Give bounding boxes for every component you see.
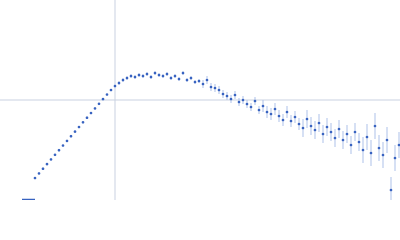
- data-point: [217, 88, 221, 92]
- data-point: [385, 138, 389, 142]
- data-point: [361, 148, 365, 152]
- data-point: [49, 158, 53, 161]
- data-point: [169, 76, 173, 80]
- data-point: [389, 188, 393, 192]
- data-point: [37, 172, 41, 175]
- data-point: [281, 118, 285, 122]
- data-point: [349, 143, 353, 147]
- data-point: [109, 88, 113, 92]
- data-point: [125, 76, 129, 80]
- data-point: [297, 122, 301, 126]
- data-point: [269, 112, 273, 116]
- data-point: [133, 75, 137, 79]
- data-point: [365, 135, 369, 139]
- data-point: [105, 93, 109, 96]
- data-point: [33, 176, 37, 180]
- data-point: [305, 117, 309, 121]
- data-point: [65, 139, 69, 143]
- data-point: [89, 111, 93, 115]
- chart: [0, 0, 400, 200]
- data-point: [397, 143, 400, 147]
- data-point: [265, 110, 269, 114]
- data-point: [85, 116, 89, 119]
- data-point: [41, 167, 45, 170]
- data-point: [261, 104, 265, 108]
- data-point: [161, 74, 165, 78]
- data-point: [253, 99, 257, 103]
- data-point: [197, 79, 201, 83]
- data-point: [221, 92, 225, 96]
- data-point: [249, 105, 253, 109]
- data-point: [141, 74, 145, 78]
- data-point: [357, 140, 361, 144]
- data-point: [149, 75, 153, 79]
- data-point: [285, 110, 289, 114]
- data-point: [181, 71, 185, 75]
- data-point: [69, 134, 73, 138]
- data-point: [373, 124, 377, 128]
- data-point: [329, 130, 333, 134]
- data-point: [341, 138, 345, 142]
- data-point: [277, 114, 281, 118]
- data-point: [209, 85, 213, 89]
- data-point: [165, 72, 169, 76]
- data-point: [273, 107, 277, 111]
- data-point: [157, 73, 161, 77]
- data-point: [81, 121, 85, 124]
- data-point: [113, 84, 117, 88]
- data-point: [301, 126, 305, 130]
- data-point: [45, 162, 49, 166]
- data-point: [201, 82, 205, 86]
- data-point: [137, 73, 141, 77]
- data-point: [257, 108, 261, 112]
- data-point: [381, 153, 385, 157]
- data-point: [245, 102, 249, 106]
- page: (() => { const data = JSON.parse(documen…: [0, 0, 400, 200]
- data-point: [233, 93, 237, 97]
- data-point: [337, 127, 341, 131]
- data-point: [153, 71, 157, 75]
- data-point: [241, 98, 245, 102]
- data-point: [177, 77, 181, 81]
- data-point: [173, 74, 177, 78]
- data-point: [117, 81, 121, 85]
- data-point: [317, 121, 321, 125]
- data-point: [225, 94, 229, 98]
- data-point: [205, 78, 209, 82]
- data-point: [353, 130, 357, 134]
- data-point: [193, 80, 197, 84]
- data-point: [57, 148, 61, 152]
- data-point: [121, 78, 125, 82]
- data-point: [229, 97, 233, 101]
- data-point: [377, 146, 381, 150]
- data-point: [393, 156, 397, 160]
- data-point: [93, 107, 97, 110]
- data-point: [237, 100, 241, 104]
- data-point: [369, 151, 373, 155]
- data-point: [309, 124, 313, 128]
- data-point: [213, 86, 217, 90]
- data-point: [321, 132, 325, 136]
- data-point: [333, 136, 337, 140]
- data-point: [73, 130, 77, 133]
- data-point: [77, 125, 81, 129]
- data-point: [145, 72, 149, 76]
- data-point: [185, 78, 189, 82]
- data-point: [97, 102, 101, 106]
- data-point: [289, 119, 293, 123]
- data-point: [189, 76, 193, 80]
- data-point: [61, 144, 65, 147]
- data-point: [345, 132, 349, 136]
- data-point: [53, 153, 57, 157]
- data-point: [313, 128, 317, 132]
- data-point: [129, 74, 133, 78]
- data-point: [101, 97, 105, 101]
- data-point: [325, 125, 329, 129]
- data-point: [293, 115, 297, 119]
